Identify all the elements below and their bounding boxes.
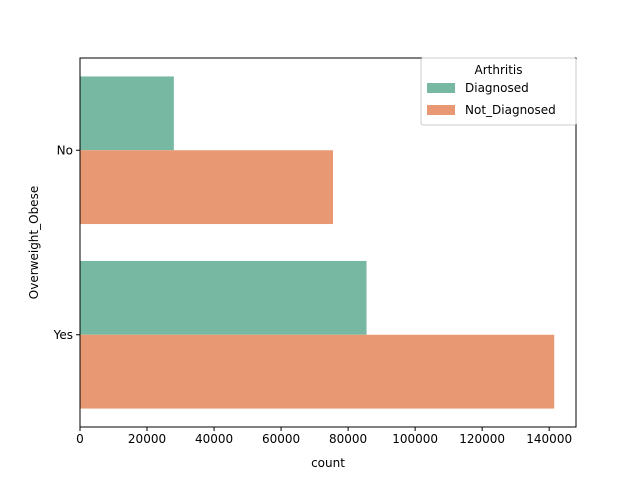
x-tick-label: 40000 [195,432,233,446]
plot-frame [79,57,577,428]
x-tick-label: 140000 [526,432,572,446]
legend-swatch-diagnosed [427,83,455,93]
bars-group [80,76,555,409]
legend-items: Diagnosed Not_Diagnosed [427,81,556,117]
legend-label-not-diagnosed: Not_Diagnosed [465,103,556,117]
bar-not-diagnosed-yes [80,334,555,409]
bar-diagnosed-yes [80,260,367,335]
x-tick-label: 100000 [392,432,438,446]
y-tick-label: No [57,143,73,157]
legend-title: Arthritis [474,63,522,77]
legend-box [420,57,577,126]
bar-not-diagnosed-no [80,150,334,225]
x-tick-label: 80000 [329,432,367,446]
x-tick-label: 120000 [459,432,505,446]
y-axis-ticks: No Yes [53,143,80,342]
x-axis-label: count [311,456,345,470]
x-axis-ticks: 0 20000 40000 60000 80000 100000 120000 140000 [76,427,572,446]
y-axis-label: Overweight_Obese [27,186,41,299]
bar-diagnosed-no [80,76,174,151]
x-tick-label: 0 [76,432,84,446]
legend: Arthritis Diagnosed Not_Diagnosed [420,57,577,126]
legend-swatch-not-diagnosed [427,105,455,115]
legend-label-diagnosed: Diagnosed [465,81,529,95]
y-tick-label: Yes [53,328,73,342]
x-tick-label: 60000 [262,432,300,446]
x-tick-label: 20000 [128,432,166,446]
